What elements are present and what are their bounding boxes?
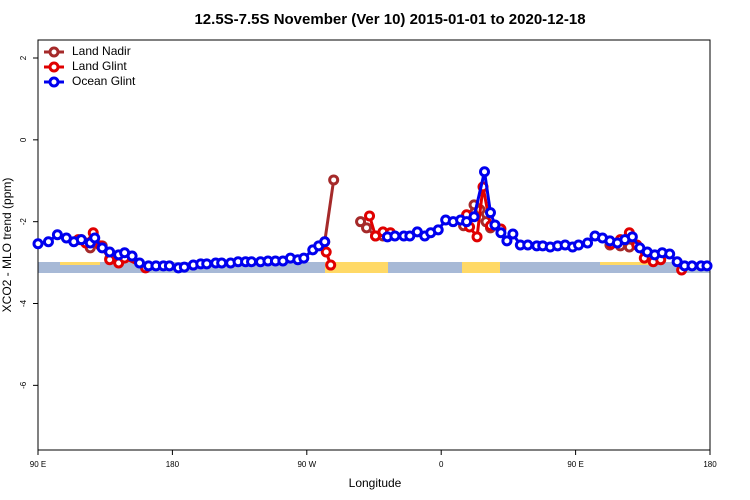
point	[163, 260, 175, 272]
x-tick-label: 90 W	[297, 460, 316, 469]
point	[42, 236, 54, 248]
point	[686, 260, 698, 272]
point	[495, 227, 507, 239]
point	[468, 211, 480, 223]
point	[320, 246, 332, 258]
y-tick-label: -4	[19, 299, 28, 307]
point	[51, 229, 63, 241]
legend-marker	[48, 61, 60, 73]
point	[178, 261, 190, 273]
y-tick-label: 0	[19, 137, 28, 142]
legend-label: Ocean Glint	[72, 74, 136, 88]
point	[201, 258, 213, 270]
y-tick-label: -2	[19, 218, 28, 226]
x-tick-label: 180	[703, 460, 717, 469]
point	[389, 230, 401, 242]
point	[664, 248, 676, 260]
legend-label: Land Glint	[72, 59, 127, 73]
point	[319, 236, 331, 248]
point	[325, 259, 337, 271]
point	[89, 232, 101, 244]
point	[701, 260, 713, 272]
legend-marker	[48, 46, 60, 58]
chart-title: 12.5S-7.5S November (Ver 10) 2015-01-01 …	[194, 11, 585, 28]
point	[626, 231, 638, 243]
point	[355, 216, 367, 228]
x-tick-label: 180	[166, 460, 180, 469]
y-tick-label: 2	[19, 55, 28, 60]
point	[471, 231, 483, 243]
point	[134, 257, 146, 269]
y-tick-label: -6	[19, 381, 28, 389]
x-axis-label: Longitude	[349, 476, 402, 490]
point	[246, 256, 258, 268]
point	[361, 222, 373, 234]
point	[432, 224, 444, 236]
point	[479, 166, 491, 178]
point	[364, 210, 376, 222]
x-tick-label: 0	[439, 460, 444, 469]
land-mask-strip	[38, 262, 710, 273]
x-tick-label: 90 E	[567, 460, 583, 469]
point	[32, 238, 44, 250]
point	[461, 216, 473, 228]
point	[522, 239, 534, 251]
point	[298, 252, 310, 264]
point	[573, 239, 585, 251]
point	[484, 207, 496, 219]
legend-marker	[48, 76, 60, 88]
point	[328, 174, 340, 186]
x-tick-label: 90 E	[30, 460, 46, 469]
legend-label: Land Nadir	[72, 44, 131, 58]
point	[75, 234, 87, 246]
point	[104, 246, 116, 258]
point	[582, 237, 594, 249]
point	[489, 219, 501, 231]
point	[216, 257, 228, 269]
y-axis-label: XCO2 - MLO trend (ppm)	[0, 178, 14, 313]
point	[501, 235, 513, 247]
point	[126, 250, 138, 262]
point	[507, 228, 519, 240]
